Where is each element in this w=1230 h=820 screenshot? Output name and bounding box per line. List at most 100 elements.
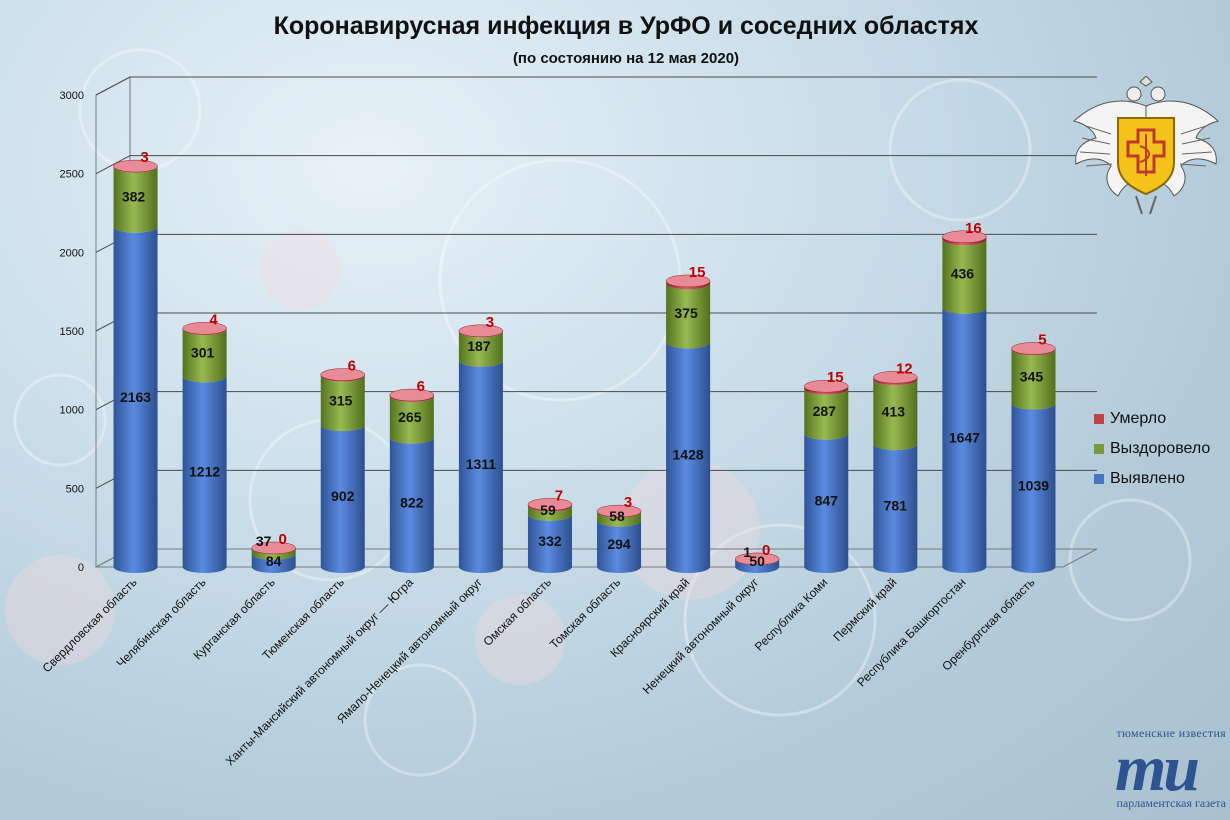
data-label-recovered: 382 xyxy=(122,189,146,205)
data-label-died: 3 xyxy=(140,149,148,166)
bar-recovered xyxy=(666,283,711,349)
gridline xyxy=(95,155,1097,175)
data-label-detected: 1647 xyxy=(949,429,980,445)
data-label-recovered: 375 xyxy=(674,305,698,321)
data-label-recovered: 37 xyxy=(256,533,272,549)
data-label-died: 15 xyxy=(827,369,844,386)
data-label-detected: 1311 xyxy=(466,456,497,472)
chart-subtitle: (по состоянию на 12 мая 2020) xyxy=(512,50,740,67)
bar-top-cap xyxy=(458,324,504,338)
data-label-died: 0 xyxy=(279,531,287,548)
bar-recovered xyxy=(942,239,987,314)
bar-detected xyxy=(182,376,227,573)
bar-top-cap xyxy=(596,504,642,518)
y-tick-label: 2500 xyxy=(60,169,84,181)
data-label-died: 6 xyxy=(417,378,425,395)
bar-recovered xyxy=(527,505,572,521)
bar-detected xyxy=(527,514,572,573)
data-label-detected: 84 xyxy=(266,553,282,569)
data-label-recovered: 345 xyxy=(1020,368,1044,384)
logo-bottom-text: парламентская газета xyxy=(1116,796,1227,810)
data-label-detected: 332 xyxy=(538,533,562,549)
bar-top-cap xyxy=(320,368,365,381)
bar-recovered xyxy=(873,379,918,451)
data-label-detected: 50 xyxy=(749,553,765,569)
data-label-died: 4 xyxy=(209,311,218,328)
legend-label-died: Умерло xyxy=(1110,410,1167,427)
bar-detected xyxy=(873,444,918,573)
legend-swatch-died xyxy=(1094,414,1104,424)
bar-detected xyxy=(804,433,849,573)
y-tick-label: 2000 xyxy=(60,247,84,259)
logo-big-text: ти xyxy=(1114,732,1200,805)
tyumenskie-izvestia-logo: тюменские известия ти парламентская газе… xyxy=(1086,726,1226,810)
bar-recovered xyxy=(804,388,849,440)
data-label-died: 15 xyxy=(689,264,706,281)
bar-detected xyxy=(942,307,987,573)
data-label-recovered: 187 xyxy=(467,338,491,354)
bar-detected xyxy=(113,226,158,574)
legend-item-recovered: Выздоровело xyxy=(1094,434,1210,464)
data-label-recovered: 315 xyxy=(329,392,353,408)
legend-label-detected: Выявлено xyxy=(1110,470,1185,487)
y-tick-label: 0 xyxy=(78,562,84,574)
data-label-detected: 822 xyxy=(400,494,424,510)
y-tick-label: 3000 xyxy=(60,90,84,102)
data-label-recovered: 58 xyxy=(609,508,625,524)
bar-recovered xyxy=(597,511,642,527)
legend-swatch-detected xyxy=(1094,474,1104,484)
bar-top-cap xyxy=(251,541,296,555)
data-label-recovered: 265 xyxy=(398,409,422,425)
data-label-detected: 1212 xyxy=(189,464,220,480)
bar-recovered xyxy=(251,547,296,560)
bar-top-cap xyxy=(804,379,849,393)
bar-detected xyxy=(735,559,780,573)
bar-recovered xyxy=(1011,349,1056,410)
gridline xyxy=(95,76,1097,96)
data-label-detected: 847 xyxy=(815,492,839,508)
x-category-label: Ненецкий автономный округ xyxy=(640,575,762,697)
chart-legend: Умерло Выздоровело Выявлено xyxy=(1094,404,1210,494)
x-category-label: Пермский край xyxy=(830,575,899,644)
bar-top-cap xyxy=(1011,342,1056,355)
bar-died xyxy=(942,236,987,246)
bar-detected xyxy=(597,520,642,573)
y-tick-label: 1500 xyxy=(60,326,84,338)
data-label-died: 0 xyxy=(762,542,770,559)
bar-recovered xyxy=(113,166,158,233)
bar-top-cap xyxy=(734,552,780,566)
data-label-detected: 781 xyxy=(884,498,908,514)
bar-top-cap xyxy=(665,274,711,288)
bar-died xyxy=(666,280,711,290)
bar-recovered xyxy=(320,375,365,432)
y-tick-label: 500 xyxy=(66,483,84,495)
bar-top-cap xyxy=(182,322,227,335)
data-label-died: 3 xyxy=(486,314,494,331)
bar-detected xyxy=(1011,403,1056,573)
bar-top-cap xyxy=(942,230,987,244)
x-category-label: Ямало-Ненецкий автономный округ xyxy=(334,575,485,726)
data-label-died: 5 xyxy=(1038,331,1046,348)
bar-recovered xyxy=(182,328,227,383)
bar-detected xyxy=(389,437,434,573)
bar-top-cap xyxy=(389,388,435,402)
legend-item-detected: Выявлено xyxy=(1094,464,1210,494)
rospotrebnadzor-emblem-icon xyxy=(1072,76,1220,215)
bar-detected xyxy=(251,553,296,573)
data-label-recovered: 436 xyxy=(951,266,975,282)
data-label-died: 7 xyxy=(555,487,563,504)
data-label-recovered: 287 xyxy=(813,403,837,419)
data-label-detected: 2163 xyxy=(120,389,151,405)
data-label-recovered: 1 xyxy=(743,544,751,560)
x-category-label: Омская область xyxy=(481,575,555,649)
bar-top-cap xyxy=(527,498,573,511)
data-label-died: 6 xyxy=(348,358,356,375)
bar-detected xyxy=(320,425,365,573)
bar-recovered xyxy=(389,395,434,444)
legend-swatch-recovered xyxy=(1094,444,1104,454)
legend-label-recovered: Выздоровело xyxy=(1110,440,1211,457)
bar-died xyxy=(873,377,918,386)
legend-item-died: Умерло xyxy=(1094,404,1210,434)
